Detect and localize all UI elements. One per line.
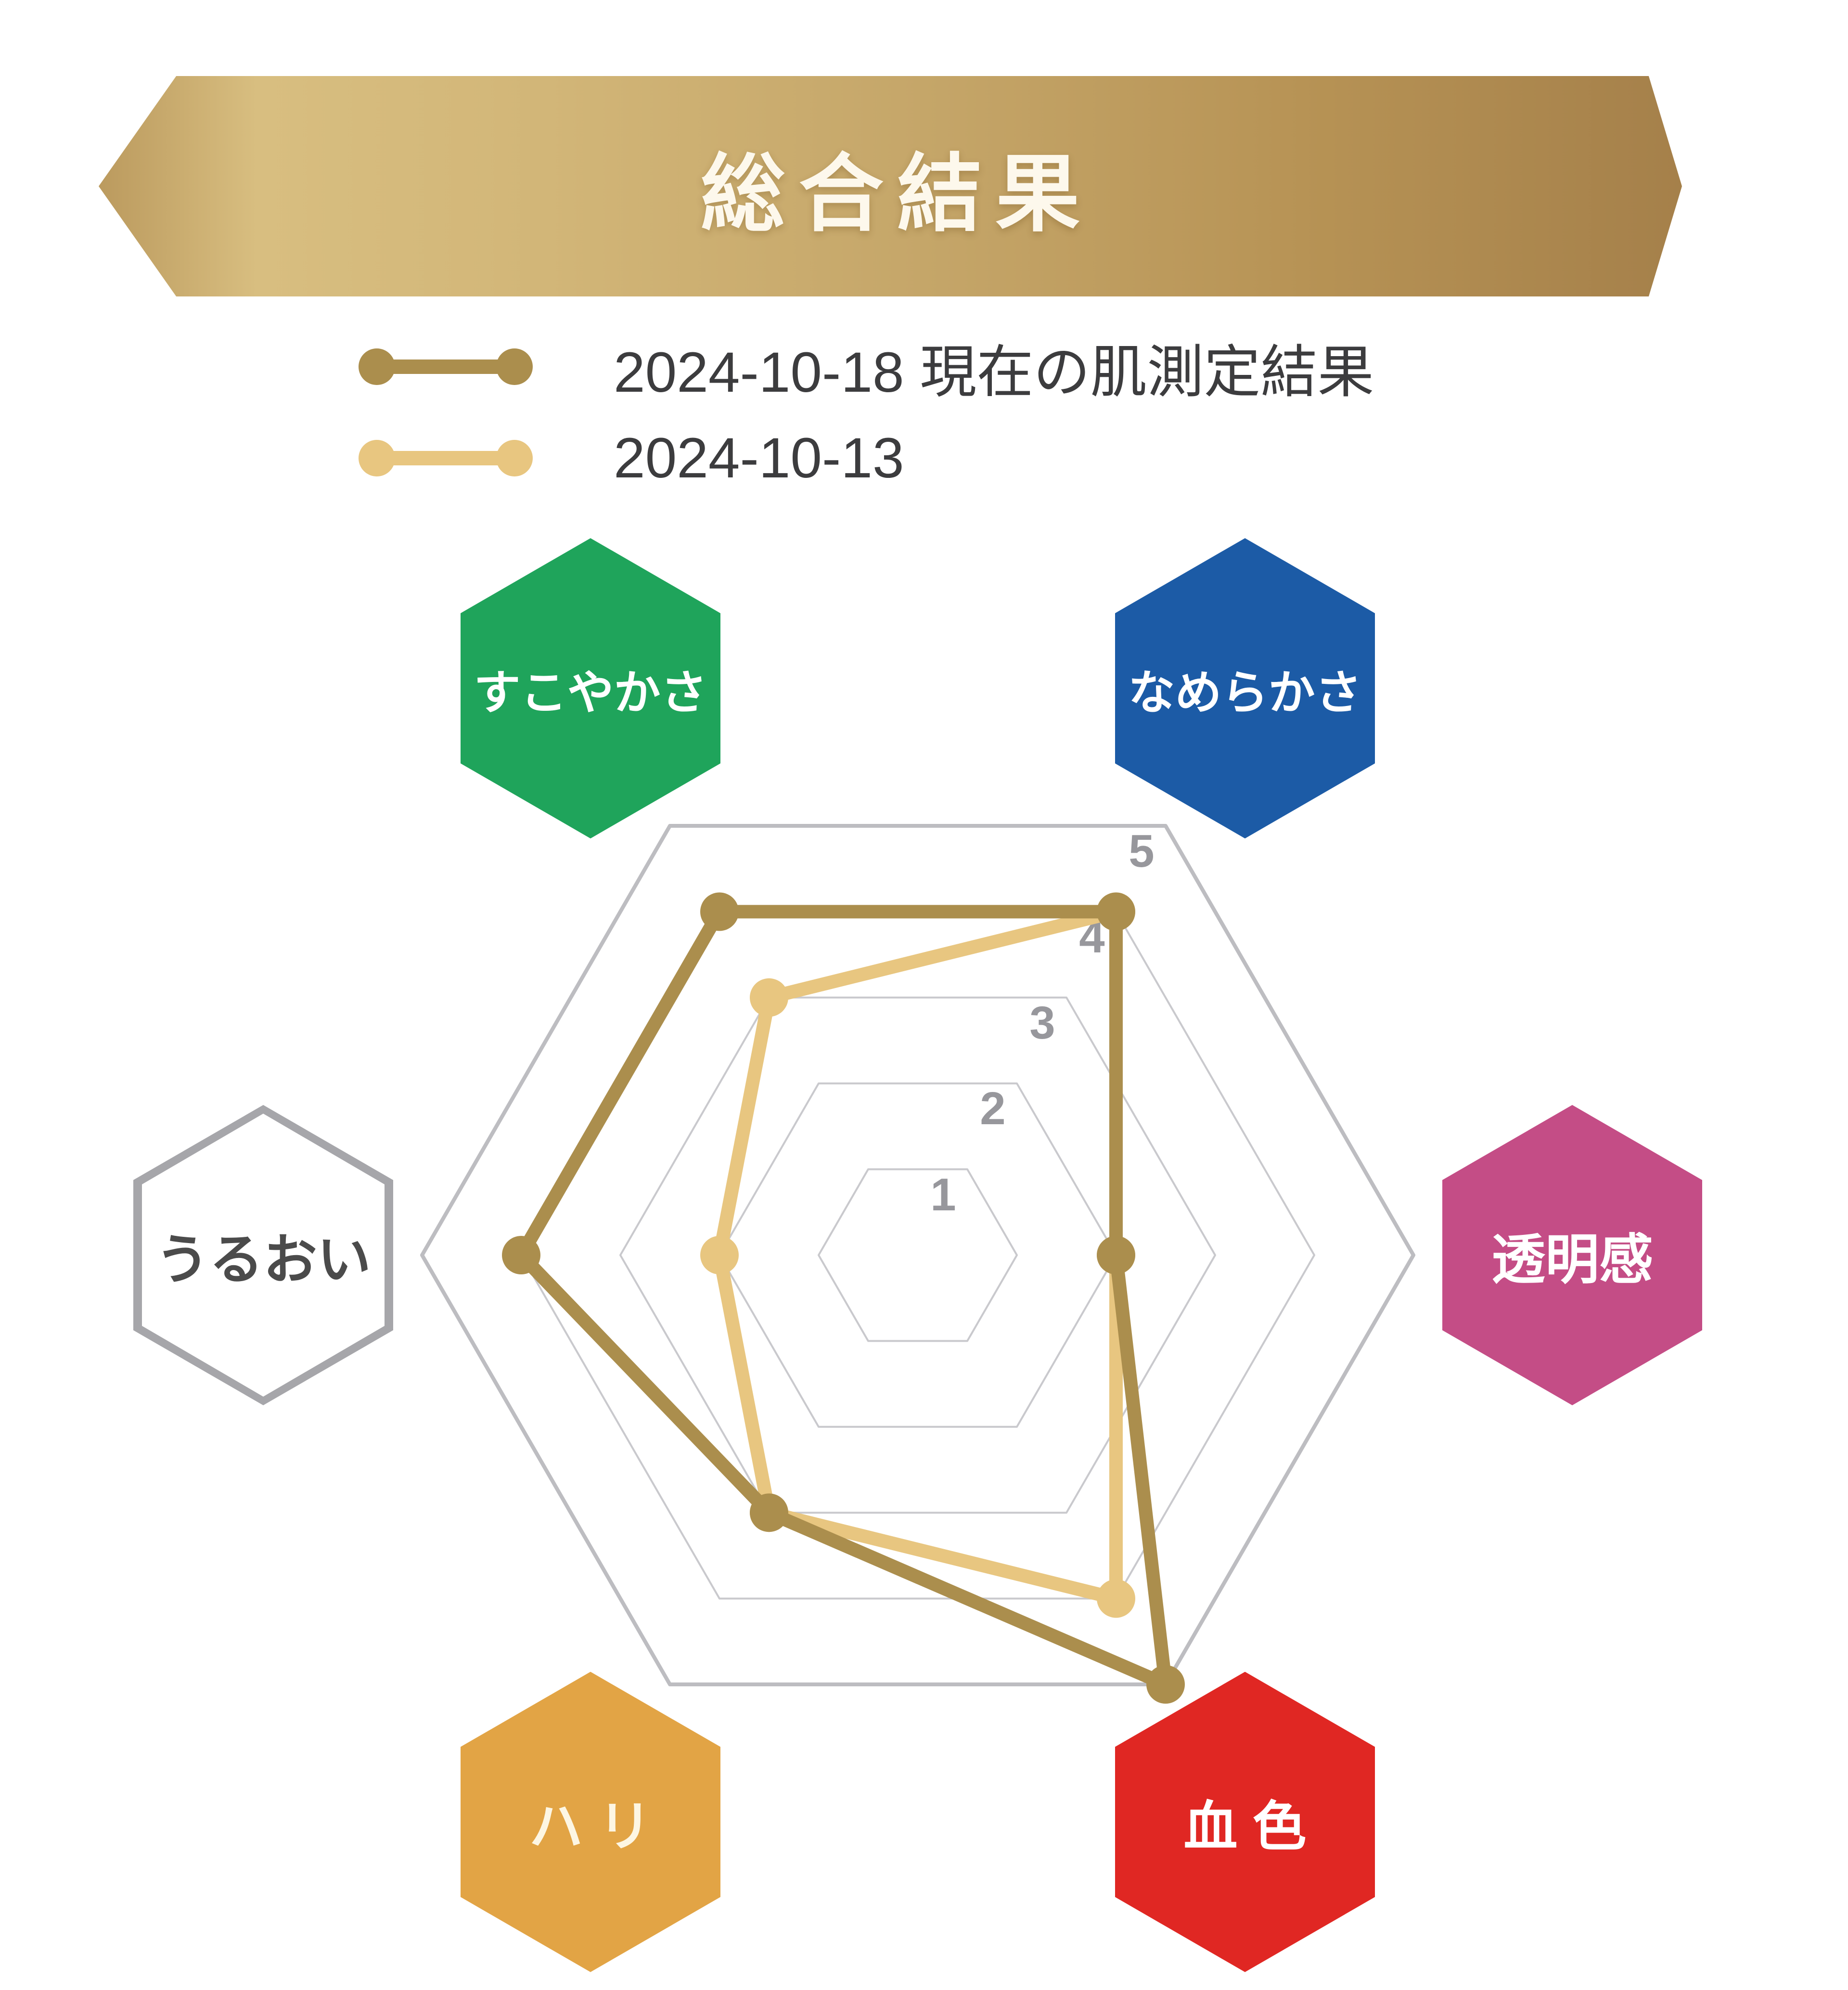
data-point <box>700 892 739 931</box>
radar-ring-2 <box>719 1082 1117 1428</box>
radar-ring-label-1: 1 <box>930 1169 956 1220</box>
radar-ring-1 <box>818 1168 1018 1342</box>
series-polygon-2024-10-13 <box>713 905 1123 1605</box>
radar-ring-label-3: 3 <box>1029 997 1055 1049</box>
data-point <box>1097 1236 1135 1274</box>
radar-ring-label-5: 5 <box>1129 825 1154 877</box>
data-point <box>750 1493 788 1532</box>
legend-item: 2024-10-18 現在の肌測定結果 <box>359 331 1374 404</box>
page-title: 総合結果 <box>700 147 1094 242</box>
legend-item: 2024-10-13 <box>359 423 1374 494</box>
data-point <box>502 1236 540 1274</box>
legend-swatch <box>369 359 522 374</box>
data-point <box>1097 1579 1135 1618</box>
data-point <box>1146 1665 1185 1704</box>
radar-ring-label-2: 2 <box>980 1083 1005 1134</box>
radar-ring-3 <box>619 996 1216 1514</box>
legend-swatch <box>369 451 522 465</box>
results-banner: 総合結果 <box>99 76 1682 296</box>
legend-label: 2024-10-18 現在の肌測定結果 <box>614 340 1374 404</box>
data-point <box>700 1236 739 1274</box>
data-point <box>750 978 788 1017</box>
chart-legend: 2024-10-18 現在の肌測定結果 2024-10-13 <box>359 331 1374 494</box>
radar-ring-4 <box>520 911 1315 1600</box>
legend-label: 2024-10-13 <box>614 426 904 490</box>
data-point <box>1097 892 1135 931</box>
